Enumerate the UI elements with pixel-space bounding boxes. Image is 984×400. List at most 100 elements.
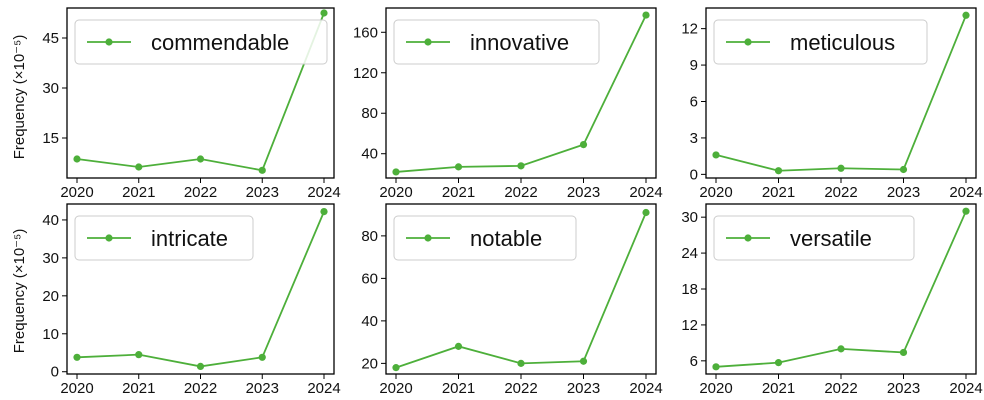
x-tick-label: 2023 bbox=[567, 184, 600, 201]
legend-box bbox=[393, 19, 600, 65]
x-tick-label: 2024 bbox=[307, 380, 340, 397]
data-point bbox=[774, 359, 783, 367]
x-tick-label: 2022 bbox=[824, 380, 857, 397]
legend-label: commendable bbox=[151, 30, 289, 55]
chart-panel-meticulous: 2020 2021 2022 2023 2024 0 3 6 9 12 meticulous bbox=[681, 7, 983, 201]
data-point bbox=[837, 164, 845, 172]
y-tick-label: 12 bbox=[681, 21, 698, 38]
legend-label: meticulous bbox=[790, 30, 895, 55]
data-point bbox=[899, 165, 908, 174]
x-tick-label: 2023 bbox=[567, 380, 600, 397]
data-point bbox=[962, 207, 970, 215]
legend-box bbox=[393, 215, 577, 261]
data-point bbox=[774, 167, 783, 175]
data-point bbox=[454, 163, 463, 171]
x-tick-label: 2020 bbox=[60, 184, 93, 201]
y-tick-label: 160 bbox=[353, 24, 378, 41]
y-tick-label: 20 bbox=[361, 355, 378, 372]
x-tick-label: 2021 bbox=[122, 380, 155, 397]
y-tick-label: 9 bbox=[690, 57, 698, 74]
chart-panel-innovative: 2020 2021 2022 2023 2024 40 80 120 160 innovative bbox=[353, 7, 663, 201]
x-tick-label: 2022 bbox=[184, 184, 217, 201]
y-tick-label: 24 bbox=[681, 245, 698, 262]
y-axis-label-bottom: Frequency (×10⁻⁵) bbox=[11, 229, 28, 354]
x-tick-label: 2021 bbox=[762, 380, 795, 397]
y-tick-label: 30 bbox=[681, 209, 698, 226]
y-tick-label: 3 bbox=[690, 130, 698, 147]
x-tick-label: 2024 bbox=[629, 380, 662, 397]
data-point bbox=[642, 11, 650, 19]
y-tick-label: 80 bbox=[361, 228, 378, 245]
data-point bbox=[712, 151, 720, 159]
y-tick-label: 10 bbox=[42, 326, 59, 343]
data-point bbox=[899, 348, 908, 357]
data-point bbox=[258, 353, 266, 361]
data-point bbox=[135, 351, 143, 359]
legend-box bbox=[713, 215, 915, 261]
x-tick-label: 2022 bbox=[184, 380, 217, 397]
chart-panel-versatile: 2020 2021 2022 2023 2024 6 12 18 24 30 versatile bbox=[681, 203, 983, 397]
y-tick-label: 0 bbox=[690, 166, 698, 183]
x-tick-label: 2024 bbox=[949, 184, 982, 201]
y-axis-label-top: Frequency (×10⁻⁵) bbox=[11, 35, 28, 160]
data-point bbox=[392, 364, 400, 372]
legend-label: versatile bbox=[790, 226, 872, 251]
data-point bbox=[517, 359, 525, 367]
legend-marker bbox=[105, 38, 113, 46]
data-point bbox=[642, 208, 650, 217]
legend-label: notable bbox=[470, 226, 542, 251]
chart-panel-commendable: 2020 2021 2022 2023 2024 15 30 45 commendable bbox=[42, 7, 341, 201]
x-tick-label: 2023 bbox=[246, 380, 279, 397]
x-tick-label: 2020 bbox=[379, 184, 412, 201]
y-tick-label: 45 bbox=[42, 30, 59, 47]
x-tick-label: 2024 bbox=[307, 184, 340, 201]
x-tick-label: 2021 bbox=[122, 184, 155, 201]
x-tick-label: 2021 bbox=[442, 184, 475, 201]
data-point bbox=[196, 155, 205, 163]
data-point bbox=[579, 141, 588, 149]
x-tick-label: 2024 bbox=[629, 184, 662, 201]
x-tick-label: 2020 bbox=[699, 380, 732, 397]
y-tick-label: 60 bbox=[361, 270, 378, 287]
legend-marker bbox=[105, 234, 113, 242]
y-tick-label: 120 bbox=[353, 65, 378, 82]
x-tick-label: 2024 bbox=[949, 380, 982, 397]
y-tick-label: 20 bbox=[42, 288, 59, 305]
x-tick-label: 2023 bbox=[246, 184, 279, 201]
data-point bbox=[517, 162, 525, 170]
y-tick-label: 12 bbox=[681, 317, 698, 334]
y-tick-label: 40 bbox=[42, 212, 59, 229]
data-point bbox=[579, 357, 588, 365]
data-point bbox=[837, 345, 845, 353]
x-tick-label: 2023 bbox=[887, 380, 920, 397]
x-tick-label: 2020 bbox=[379, 380, 412, 397]
x-tick-label: 2020 bbox=[60, 380, 93, 397]
data-point bbox=[454, 342, 463, 350]
y-tick-label: 40 bbox=[361, 313, 378, 330]
x-tick-label: 2022 bbox=[824, 184, 857, 201]
legend-marker bbox=[744, 38, 752, 46]
x-tick-label: 2022 bbox=[504, 184, 537, 201]
y-tick-label: 40 bbox=[361, 146, 378, 163]
legend-box bbox=[713, 19, 928, 65]
y-tick-label: 18 bbox=[681, 281, 698, 298]
x-tick-label: 2022 bbox=[504, 380, 537, 397]
y-tick-label: 30 bbox=[42, 250, 59, 267]
legend-marker bbox=[424, 234, 432, 242]
data-point bbox=[712, 363, 720, 371]
data-point bbox=[320, 9, 328, 17]
data-point bbox=[135, 163, 143, 171]
x-tick-label: 2020 bbox=[699, 184, 732, 201]
y-tick-label: 30 bbox=[42, 80, 59, 97]
x-tick-label: 2021 bbox=[442, 380, 475, 397]
chart-panel-intricate: 2020 2021 2022 2023 2024 0 10 20 30 40 intricate bbox=[42, 203, 341, 397]
data-point bbox=[73, 155, 81, 163]
legend-box bbox=[74, 215, 254, 261]
x-tick-label: 2023 bbox=[887, 184, 920, 201]
data-point bbox=[196, 362, 205, 371]
y-tick-label: 6 bbox=[690, 94, 698, 111]
y-tick-label: 15 bbox=[42, 130, 59, 147]
data-point bbox=[73, 353, 81, 361]
data-point bbox=[320, 207, 328, 216]
